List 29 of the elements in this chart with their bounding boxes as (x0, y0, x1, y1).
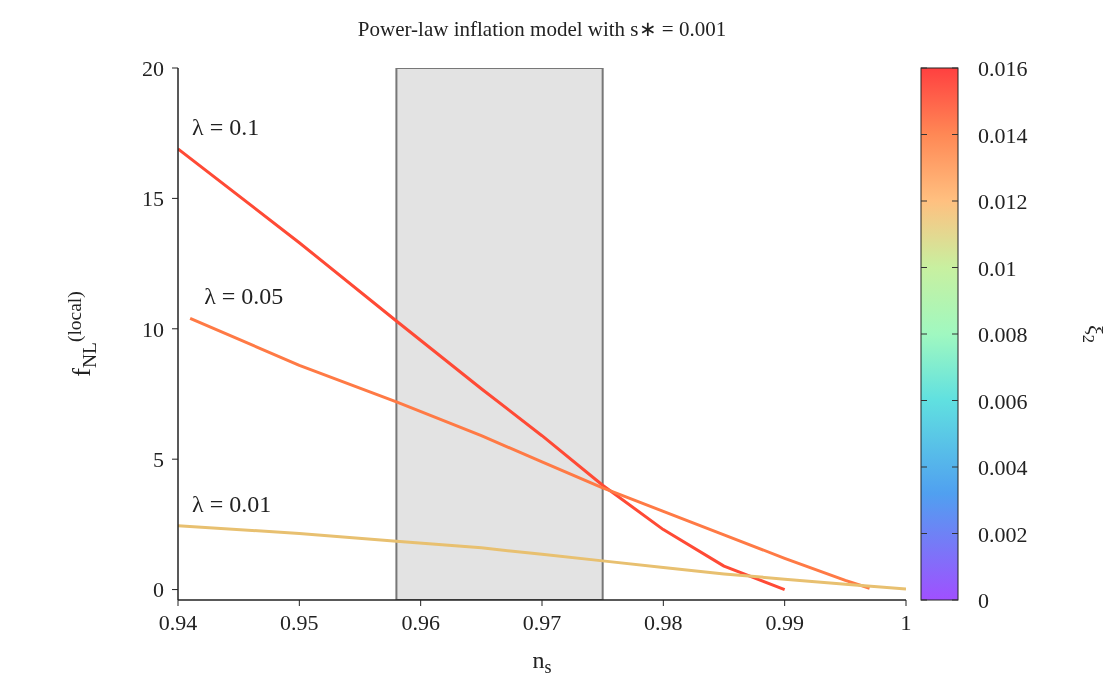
line-series (188, 316, 872, 590)
color-bar-label: 0.006 (978, 388, 1028, 414)
line-series (178, 147, 787, 592)
x-tick-label: 0.97 (522, 609, 562, 635)
chart-title: Power-law inflation model with s∗ = 0.001 (357, 17, 727, 41)
x-tick-label: 0.96 (401, 609, 440, 635)
x-tick-label: 0.95 (280, 609, 319, 635)
x-tick-label: 0.94 (158, 609, 198, 635)
y-tick-label: 10 (142, 316, 164, 342)
x-tick-label: 1 (900, 609, 912, 635)
series-label: λ = 0.05 (204, 283, 284, 310)
y-tick-label: 5 (153, 446, 164, 472)
color-bar-label: 0.012 (978, 189, 1028, 214)
color-bar-label: 0.016 (978, 56, 1028, 81)
y-tick-label: 20 (142, 55, 164, 81)
series-label: λ = 0.01 (192, 490, 272, 517)
color-bar-label: 0.014 (978, 122, 1028, 148)
color-bar-label: 0.008 (978, 322, 1028, 347)
color-bar-label: 0 (978, 588, 989, 613)
y-tick-label: 0 (153, 577, 164, 603)
color-bar-label: 0.004 (978, 455, 1028, 480)
y-tick-label: 15 (142, 186, 164, 212)
x-axis-title: n$_{s}$ (532, 647, 552, 678)
x-tick-label: 0.98 (644, 609, 683, 635)
color-bar-label: 0.002 (978, 521, 1028, 547)
x-tick-label: 0.99 (765, 609, 804, 635)
series-label: λ = 0.1 (192, 113, 260, 140)
color-bar-label: 0.01 (978, 255, 1017, 281)
line-series (178, 524, 906, 591)
